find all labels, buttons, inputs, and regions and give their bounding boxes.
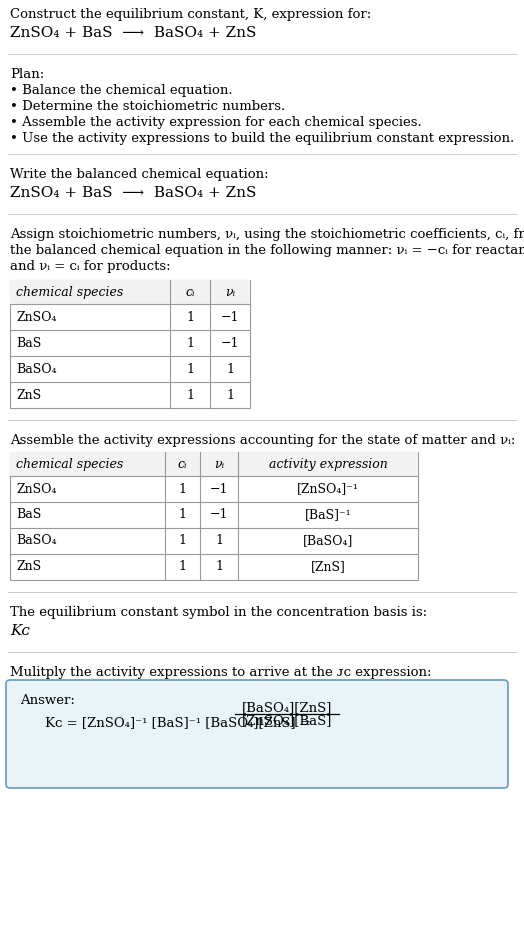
Text: ZnSO₄: ZnSO₄	[16, 482, 57, 495]
Text: Write the balanced chemical equation:: Write the balanced chemical equation:	[10, 168, 269, 181]
Text: • Determine the stoichiometric numbers.: • Determine the stoichiometric numbers.	[10, 100, 285, 113]
Bar	[10, 452, 418, 580]
Text: BaS: BaS	[16, 509, 41, 522]
Text: ZnSO₄: ZnSO₄	[16, 310, 57, 324]
Text: and νᵢ = cᵢ for products:: and νᵢ = cᵢ for products:	[10, 260, 171, 273]
Text: [ZnSO₄][BaS]: [ZnSO₄][BaS]	[242, 714, 332, 727]
Text: ZnSO₄ + BaS  ⟶  BaSO₄ + ZnS: ZnSO₄ + BaS ⟶ BaSO₄ + ZnS	[10, 186, 256, 200]
Text: 1: 1	[186, 388, 194, 401]
Text: −1: −1	[221, 337, 239, 349]
Bar	[10, 280, 250, 304]
Text: The equilibrium constant symbol in the concentration basis is:: The equilibrium constant symbol in the c…	[10, 606, 427, 619]
Text: 1: 1	[179, 482, 187, 495]
Text: chemical species: chemical species	[16, 286, 123, 299]
Text: ZnSO₄ + BaS  ⟶  BaSO₄ + ZnS: ZnSO₄ + BaS ⟶ BaSO₄ + ZnS	[10, 26, 256, 40]
Text: 1: 1	[186, 310, 194, 324]
Text: [BaS]⁻¹: [BaS]⁻¹	[304, 509, 351, 522]
Text: [ZnSO₄]⁻¹: [ZnSO₄]⁻¹	[297, 482, 359, 495]
Text: cᵢ: cᵢ	[178, 457, 187, 471]
Text: Mulitply the activity expressions to arrive at the ᴊᴄ expression:: Mulitply the activity expressions to arr…	[10, 666, 431, 679]
Bar	[10, 452, 418, 476]
Text: 1: 1	[179, 534, 187, 548]
Text: • Assemble the activity expression for each chemical species.: • Assemble the activity expression for e…	[10, 116, 422, 129]
Text: 1: 1	[215, 561, 223, 573]
FancyBboxPatch shape	[6, 680, 508, 788]
Text: Construct the equilibrium constant, K, expression for:: Construct the equilibrium constant, K, e…	[10, 8, 371, 21]
Text: activity expression: activity expression	[269, 457, 387, 471]
Text: BaSO₄: BaSO₄	[16, 534, 57, 548]
Text: 1: 1	[179, 509, 187, 522]
Text: νᵢ: νᵢ	[214, 457, 224, 471]
Text: 1: 1	[186, 363, 194, 376]
Text: [BaSO₄]: [BaSO₄]	[303, 534, 353, 548]
Text: 1: 1	[179, 561, 187, 573]
Text: νᵢ: νᵢ	[225, 286, 235, 299]
Text: chemical species: chemical species	[16, 457, 123, 471]
Text: BaSO₄: BaSO₄	[16, 363, 57, 376]
Text: −1: −1	[221, 310, 239, 324]
Text: ZnS: ZnS	[16, 561, 41, 573]
Text: • Use the activity expressions to build the equilibrium constant expression.: • Use the activity expressions to build …	[10, 132, 514, 145]
Bar	[10, 280, 250, 408]
Text: 1: 1	[226, 388, 234, 401]
Text: −1: −1	[210, 509, 228, 522]
Text: • Balance the chemical equation.: • Balance the chemical equation.	[10, 84, 233, 97]
Text: 1: 1	[215, 534, 223, 548]
Text: Assemble the activity expressions accounting for the state of matter and νᵢ:: Assemble the activity expressions accoun…	[10, 434, 516, 447]
Text: BaS: BaS	[16, 337, 41, 349]
Text: the balanced chemical equation in the following manner: νᵢ = −cᵢ for reactants: the balanced chemical equation in the fo…	[10, 244, 524, 257]
Text: 1: 1	[226, 363, 234, 376]
Text: Answer:: Answer:	[20, 694, 75, 707]
Text: ZnS: ZnS	[16, 388, 41, 401]
Text: [BaSO₄][ZnS]: [BaSO₄][ZnS]	[242, 701, 332, 714]
Text: Assign stoichiometric numbers, νᵢ, using the stoichiometric coefficients, cᵢ, fr: Assign stoichiometric numbers, νᵢ, using…	[10, 228, 524, 241]
Text: [ZnS]: [ZnS]	[311, 561, 345, 573]
Text: Plan:: Plan:	[10, 68, 44, 81]
Text: 1: 1	[186, 337, 194, 349]
Text: −1: −1	[210, 482, 228, 495]
Text: Kᴄ = [ZnSO₄]⁻¹ [BaS]⁻¹ [BaSO₄][ZnS] =: Kᴄ = [ZnSO₄]⁻¹ [BaS]⁻¹ [BaSO₄][ZnS] =	[45, 716, 315, 729]
Text: cᵢ: cᵢ	[185, 286, 195, 299]
Text: Kᴄ: Kᴄ	[10, 624, 30, 638]
